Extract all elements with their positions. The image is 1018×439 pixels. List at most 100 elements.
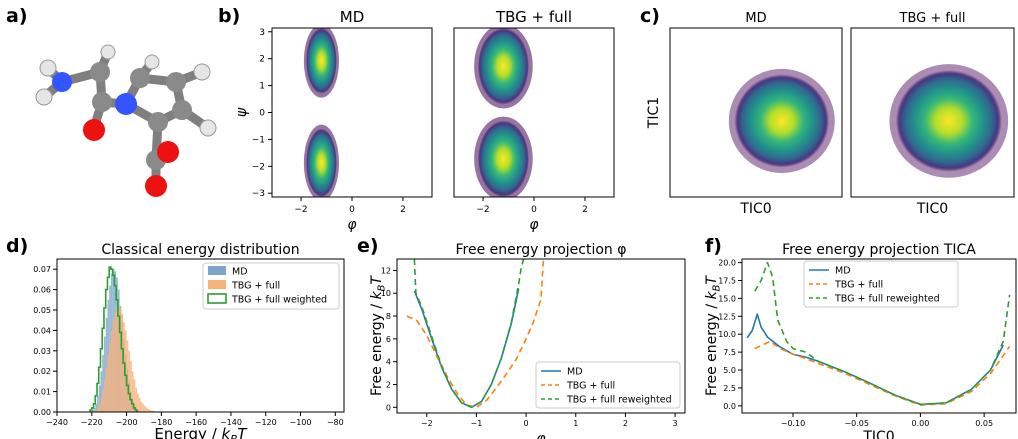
histogram-bar [103,379,106,412]
x-tick-label: 0.00 [912,419,930,428]
x-tick-label: −0.05 [844,419,869,428]
series-line [406,259,545,409]
x-axis-label: Energy / kBT [154,425,248,439]
x-axis-label: TIC0 [916,201,948,217]
chart-c2: TBG + full TIC0 [850,11,1015,217]
histogram-bar [109,342,111,412]
y-tick-label: 20.0 [718,259,736,268]
x-tick-label: −240 [46,418,68,427]
y-tick-label: −1 [252,135,265,145]
histogram-bar [91,409,94,412]
histogram-bar [112,320,115,412]
chart-title: MD [340,8,365,26]
legend-label: TBG + full [231,281,280,292]
histogram-bar [110,330,113,412]
histogram-bar [93,407,96,412]
y-tick-label: 0.04 [33,326,51,335]
y-tick-label: 8 [386,312,391,321]
series-line [746,313,1004,406]
x-tick-label: 3 [673,419,678,428]
oxygen-atom [157,141,179,163]
y-tick-label: 1 [259,82,265,92]
legend-box [202,262,340,310]
y-axis-label: Free energy / kBT [704,275,723,396]
y-tick-label: 0 [386,403,391,412]
panel-letter-a: a) [6,5,28,27]
y-tick-label: 6 [386,335,391,344]
histogram-bar [119,307,122,412]
axes-frame [56,258,345,413]
oxygen-atom [83,119,105,141]
histogram-bar [145,407,148,412]
histogram-bar [105,318,108,412]
heatmap-area [303,28,340,197]
histogram-bar [107,354,110,412]
y-tick-label: −2 [252,162,265,172]
panel-letter-c: c) [640,5,660,27]
y-tick-label: 3 [259,28,265,38]
histogram-bar [138,397,141,412]
legend-label: TBG + full weighted [231,295,327,306]
legend-label: MD [567,367,583,378]
nitrogen-atom [52,72,72,92]
chart-c1: MD TIC0 TIC1 [646,11,843,217]
density-blob [895,70,1002,172]
axes-frame [741,258,1017,414]
legend-label: TBG + full [834,280,883,291]
x-tick-label: 2 [623,419,628,428]
x-tick-label: 0 [349,205,355,215]
histogram-bar [102,389,104,412]
histogram-bar [97,395,99,412]
x-tick-label: −0.10 [781,419,806,428]
legend-swatch [208,280,226,289]
oxygen-atom [145,175,167,197]
series-line [413,259,525,409]
legend-box [803,260,959,308]
x-tick-label: −180 [150,418,172,427]
chart-b1: MD −2 0 2 φ −3 −2 −1 0 1 2 3 ψ [234,8,433,233]
x-tick-label: −2 [294,205,307,215]
chart-f: −0.10 −0.05 0.00 0.05 0.0 2.5 5.0 7.5 10.0 12.5 15… [704,242,1017,439]
histogram-bar [133,379,136,412]
legend-label: TBG + full [566,381,615,392]
x-tick-label: −100 [290,418,312,427]
legend-box [535,361,681,409]
y-tick-label: 4 [386,358,391,367]
series-line [754,261,1011,406]
chart-title: Classical energy distribution [101,242,299,258]
chart-b2: TBG + full −2 0 2 φ [453,8,615,233]
histogram-bar [98,403,101,412]
y-tick-label: 12 [381,266,391,275]
legend: MD TBG + full TBG + full reweighted [803,260,959,308]
axes-frame [669,27,843,198]
y-tick-label: 15.0 [718,294,736,303]
y-tick-label: 0.06 [33,286,51,295]
molecule-image [35,44,217,197]
x-tick-label: 2 [582,205,588,215]
x-tick-label: −1 [471,419,483,428]
legend-label: MD [835,266,851,277]
x-axis-label: φ [347,217,357,233]
histogram-bar [149,409,151,412]
legend-label: TBG + full reweighted [834,294,940,305]
x-tick-label: −120 [255,418,277,427]
y-tick-label: 17.5 [718,276,736,285]
histogram-bar [147,408,150,412]
legend-label: MD [232,267,248,278]
x-tick-label: −220 [81,418,103,427]
heatmap-area [474,28,533,197]
y-axis-label: TIC1 [646,97,662,129]
histogram-bar [100,397,103,412]
x-axis-label: TIC0 [862,429,894,439]
histogram-bar [102,354,104,412]
histogram-bar [105,367,108,412]
legend-swatch [208,266,226,275]
x-tick-label: −2 [421,419,433,428]
histogram-bar [130,361,132,412]
y-tick-label: 10.0 [718,330,736,339]
histogram-bar [98,385,101,412]
histogram-bar [126,340,129,412]
